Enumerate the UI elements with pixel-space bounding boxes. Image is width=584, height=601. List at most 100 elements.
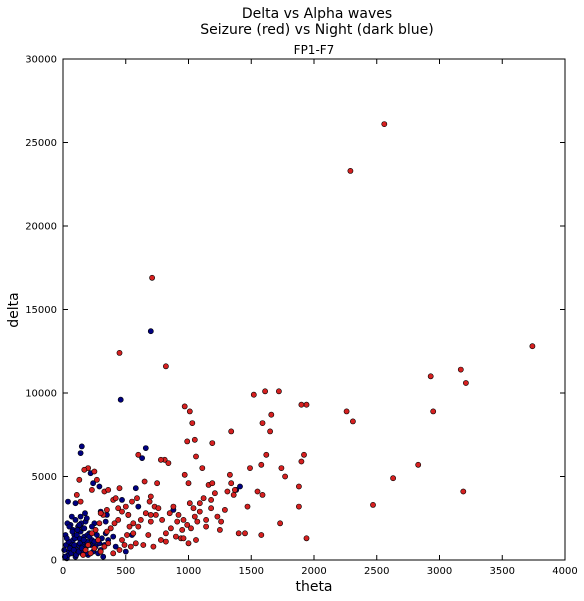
seizure-point — [167, 525, 174, 532]
seizure-point — [267, 428, 273, 435]
seizure-point — [116, 547, 123, 553]
seizure-point — [188, 525, 194, 532]
seizure-point — [430, 408, 437, 415]
y-tick-label: 25000 — [25, 138, 57, 149]
seizure-point — [415, 461, 422, 468]
y-axis-label: delta — [6, 292, 22, 327]
seizure-point — [460, 488, 467, 495]
seizure-point — [89, 486, 95, 493]
seizure-point — [193, 453, 199, 460]
seizure-point — [77, 498, 84, 505]
night-point — [110, 533, 117, 540]
seizure-point — [154, 480, 160, 487]
points-layer — [61, 121, 536, 562]
seizure-point — [263, 451, 270, 458]
seizure-point — [262, 388, 268, 395]
seizure-point — [277, 520, 283, 527]
night-point — [65, 498, 71, 505]
seizure-point — [115, 517, 122, 523]
seizure-point — [122, 503, 129, 510]
seizure-point — [115, 505, 122, 512]
seizure-point — [105, 540, 112, 547]
seizure-point — [259, 420, 266, 426]
night-point — [94, 532, 100, 538]
seizure-point — [152, 512, 159, 518]
seizure-point — [186, 408, 193, 415]
seizure-point — [343, 408, 350, 415]
seizure-point — [137, 517, 144, 523]
x-axis-label: theta — [295, 579, 332, 595]
seizure-point — [81, 466, 88, 473]
seizure-point — [268, 411, 275, 418]
seizure-point — [119, 537, 125, 543]
seizure-point — [97, 548, 104, 555]
seizure-point — [208, 496, 214, 503]
seizure-point — [200, 495, 207, 502]
night-point — [69, 528, 76, 535]
x-tick-label: 2000 — [301, 566, 326, 577]
seizure-point — [147, 518, 154, 525]
y-tick-label: 0 — [51, 556, 57, 567]
seizure-point — [104, 506, 110, 513]
y-axis: 0 5000 10000 15000 20000 25000 30000 — [25, 55, 565, 567]
seizure-point — [80, 552, 86, 558]
seizure-point — [295, 483, 302, 490]
night-point — [90, 480, 96, 487]
seizure-point — [181, 403, 188, 410]
plot-frame — [62, 58, 566, 561]
y-tick-label: 10000 — [25, 389, 57, 400]
seizure-point — [97, 510, 104, 517]
seizure-point — [228, 480, 235, 487]
x-tick-label: 3500 — [490, 566, 515, 577]
seizure-point — [298, 401, 305, 408]
seizure-point — [116, 349, 123, 356]
seizure-point — [242, 530, 248, 537]
night-point — [102, 518, 109, 525]
night-point — [77, 450, 84, 456]
seizure-point — [162, 538, 169, 545]
seizure-point — [140, 542, 147, 548]
seizure-point — [196, 508, 203, 515]
seizure-point — [94, 476, 100, 483]
seizure-point — [179, 527, 186, 533]
x-axis: 0 500 1000 1500 2000 2500 3000 3500 4000 — [60, 59, 578, 577]
seizure-point — [174, 518, 181, 525]
x-tick-label: 1000 — [176, 566, 201, 577]
seizure-point — [235, 530, 242, 537]
seizure-point — [157, 456, 164, 463]
seizure-point — [129, 498, 135, 505]
night-point — [76, 522, 83, 528]
seizure-point — [189, 420, 196, 426]
seizure-point — [190, 505, 197, 512]
seizure-point — [193, 537, 199, 543]
night-point — [72, 500, 79, 507]
seizure-point — [349, 418, 356, 425]
chart-title-line2: Seizure (red) vs Night (dark blue) — [200, 22, 434, 38]
night-point — [63, 535, 70, 542]
seizure-point — [259, 491, 266, 498]
seizure-point — [185, 540, 192, 547]
chart-title-line1: Delta vs Alpha waves — [242, 6, 392, 22]
seizure-point — [111, 520, 118, 527]
seizure-point — [159, 517, 165, 523]
seizure-point — [221, 506, 228, 513]
seizure-point — [147, 493, 154, 500]
night-point — [89, 523, 95, 530]
seizure-point — [457, 366, 464, 373]
seizure-point — [194, 518, 201, 525]
x-tick-label: 0 — [60, 566, 66, 577]
seizure-point — [303, 535, 310, 542]
seizure-point — [228, 428, 235, 435]
night-point — [83, 515, 90, 522]
seizure-point — [347, 167, 354, 174]
seizure-point — [278, 465, 285, 471]
seizure-point — [275, 388, 282, 395]
seizure-point — [116, 485, 123, 492]
seizure-point — [191, 513, 198, 520]
seizure-point — [132, 540, 139, 547]
night-point — [135, 503, 142, 510]
seizure-point — [298, 458, 305, 465]
night-point — [147, 328, 154, 335]
seizure-point — [226, 471, 233, 478]
